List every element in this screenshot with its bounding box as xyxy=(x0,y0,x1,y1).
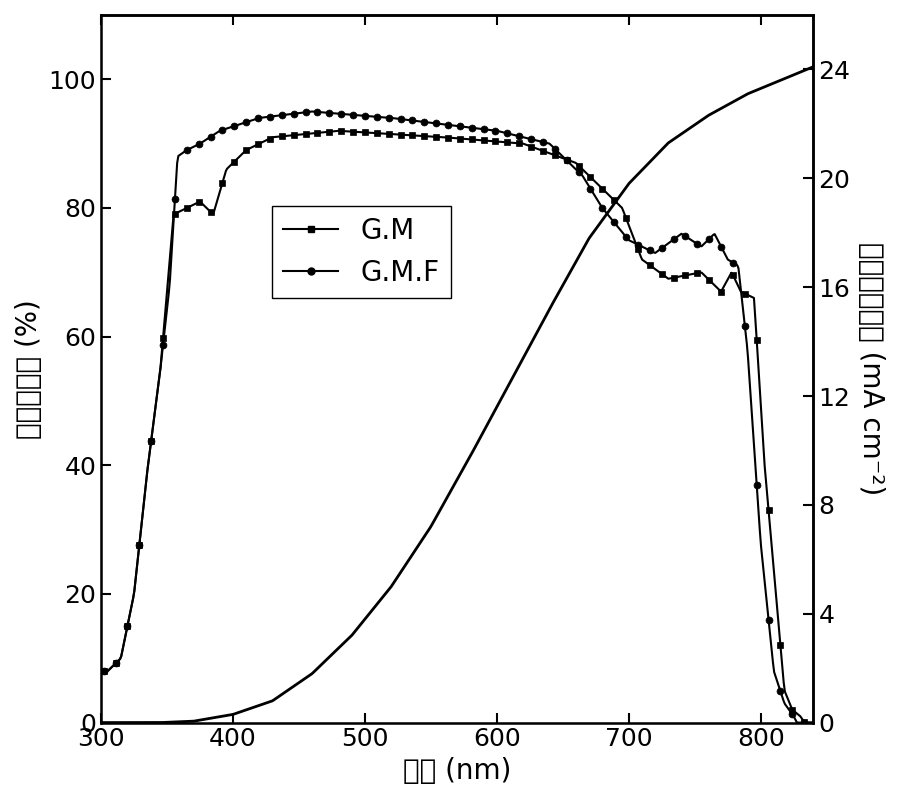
Legend: G.M, G.M.F: G.M, G.M.F xyxy=(272,206,451,298)
X-axis label: 波长 (nm): 波长 (nm) xyxy=(403,757,511,785)
Y-axis label: 外量子效率 (%): 外量子效率 (%) xyxy=(15,299,43,438)
Y-axis label: 积分电流密度 (mA cm⁻²): 积分电流密度 (mA cm⁻²) xyxy=(857,242,885,495)
